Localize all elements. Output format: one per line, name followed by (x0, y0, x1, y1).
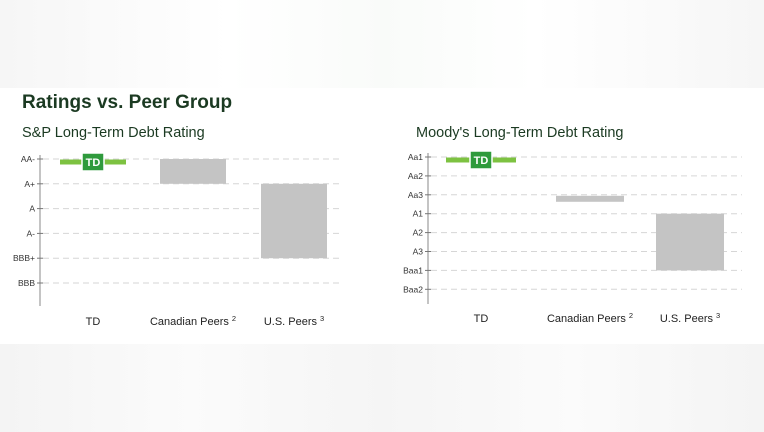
moody-td-logo-text: TD (474, 155, 489, 167)
sp-footnote-marker: 3 (320, 314, 324, 323)
sp-tick-label: A (29, 204, 35, 214)
sp-tick-label: BBB+ (13, 253, 35, 263)
sp-tick-label: A- (27, 228, 36, 238)
sp-td-logo (81, 152, 105, 172)
moody-tick-label: Aa3 (408, 190, 423, 200)
moody-category-label: Canadian Peers 2 (547, 311, 633, 325)
sp-tick-label: BBB (18, 278, 35, 288)
moody-range-bar (556, 195, 624, 202)
slide-panel (0, 88, 764, 344)
top-background (0, 0, 764, 88)
moody-tick-label: Aa1 (408, 152, 423, 162)
sp-range-bar (160, 159, 226, 184)
sp-category-label: Canadian Peers 2 (150, 314, 236, 328)
sp-chart-title: S&P Long-Term Debt Rating (22, 125, 205, 141)
sp-category-label: TD (86, 316, 101, 328)
moody-chart-title: Moody's Long-Term Debt Rating (416, 125, 624, 141)
moody-tick-label: A2 (413, 228, 424, 238)
sp-td-logo-text: TD (86, 157, 101, 169)
moody-range-bar (656, 213, 724, 271)
moody-tick-label: Baa2 (403, 284, 423, 294)
moody-tick-label: Baa1 (403, 265, 423, 275)
moody-tick-label: Aa2 (408, 171, 423, 181)
moody-tick-label: A1 (413, 209, 424, 219)
moody-category-label: TD (474, 313, 489, 325)
moody-tick-label: A3 (413, 247, 424, 257)
sp-range-bar (261, 183, 327, 259)
sp-tick-label: AA- (21, 154, 35, 164)
moody-footnote-marker: 3 (716, 311, 720, 320)
moody-category-label: U.S. Peers 3 (660, 311, 720, 325)
bottom-background (0, 344, 764, 432)
sp-category-label: U.S. Peers 3 (264, 314, 324, 328)
page-title: Ratings vs. Peer Group (22, 92, 233, 113)
sp-tick-label: A+ (24, 179, 35, 189)
moody-td-logo (469, 150, 493, 170)
moody-footnote-marker: 2 (629, 311, 633, 320)
sp-footnote-marker: 2 (232, 314, 236, 323)
